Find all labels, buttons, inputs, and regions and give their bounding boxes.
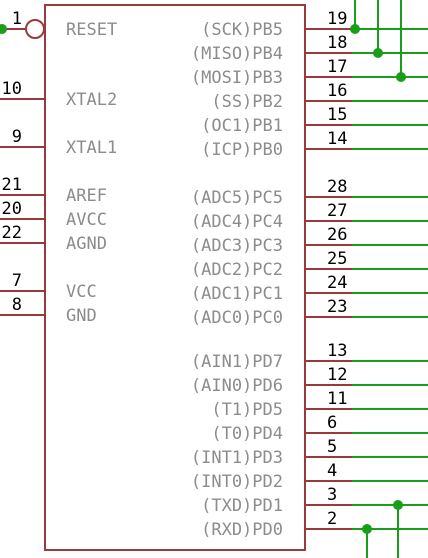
right-pin-sck-pb5-label: (SCK)PB5 bbox=[201, 20, 283, 40]
miso-junction bbox=[373, 48, 383, 58]
right-pin-mosi-pb3-label: (MOSI)PB3 bbox=[191, 68, 283, 88]
mosi-junction bbox=[396, 72, 406, 82]
right-pin-adc4-pc4-label: (ADC4)PC4 bbox=[191, 212, 283, 232]
right-pin-icp-pb0-label: (ICP)PB0 bbox=[201, 140, 283, 160]
right-pin-adc2-pc2-label: (ADC2)PC2 bbox=[191, 260, 283, 280]
right-pin-adc2-pc2-number: 25 bbox=[327, 249, 347, 269]
right-pin-miso-pb4-number: 18 bbox=[327, 33, 347, 53]
left-pin-avcc-label: AVCC bbox=[66, 210, 107, 230]
left-pin-xtal1-label: XTAL1 bbox=[66, 138, 117, 158]
left-pin-vcc-number: 7 bbox=[12, 271, 22, 291]
right-pin-t0-pd4-number: 6 bbox=[327, 413, 337, 433]
left-pin-xtal2-number: 10 bbox=[2, 79, 22, 99]
left-pin-aref-label: AREF bbox=[66, 186, 107, 206]
right-pin-oc1-pb1-number: 15 bbox=[327, 105, 347, 125]
right-pin-adc1-pc1-label: (ADC1)PC1 bbox=[191, 284, 283, 304]
right-pin-mosi-pb3-number: 17 bbox=[327, 57, 347, 77]
sck-junction bbox=[350, 24, 360, 34]
right-pin-ain0-pd6-number: 12 bbox=[327, 365, 347, 385]
right-pin-adc1-pc1-number: 24 bbox=[327, 273, 347, 293]
left-pin-vcc-label: VCC bbox=[66, 282, 97, 302]
right-pin-txd-pd1-label: (TXD)PD1 bbox=[201, 496, 283, 516]
right-pin-int1-pd3-number: 5 bbox=[327, 437, 337, 457]
left-pin-gnd-number: 8 bbox=[12, 295, 22, 315]
right-pin-int0-pd2-number: 4 bbox=[327, 461, 337, 481]
right-pin-t1-pd5-number: 11 bbox=[327, 389, 347, 409]
left-pin-xtal2-label: XTAL2 bbox=[66, 90, 117, 110]
left-pin-reset-inversion-bubble bbox=[26, 20, 44, 38]
right-pin-int1-pd3-label: (INT1)PD3 bbox=[191, 448, 283, 468]
wires-group bbox=[352, 0, 428, 558]
right-pin-t1-pd5-label: (T1)PD5 bbox=[211, 400, 283, 420]
left-pin-xtal1-number: 9 bbox=[12, 127, 22, 147]
left-pin-reset-label: RESET bbox=[66, 20, 117, 40]
right-pin-adc3-pc3-label: (ADC3)PC3 bbox=[191, 236, 283, 256]
right-pin-ain1-pd7-label: (AIN1)PD7 bbox=[191, 352, 283, 372]
right-pin-icp-pb0-number: 14 bbox=[327, 129, 347, 149]
right-pin-txd-pd1-number: 3 bbox=[327, 485, 337, 505]
left-pins-group: 1 RESET 10 XTAL2 9 XTAL1 21 AREF 20 AVCC 22 AGND 7 VC… bbox=[0, 9, 117, 326]
right-pin-t0-pd4-label: (T0)PD4 bbox=[211, 424, 283, 444]
right-pin-int0-pd2-label: (INT0)PD2 bbox=[191, 472, 283, 492]
right-pin-miso-pb4-label: (MISO)PB4 bbox=[191, 44, 283, 64]
right-pin-adc5-pc5-label: (ADC5)PC5 bbox=[191, 188, 283, 208]
right-pin-sck-pb5-number: 19 bbox=[327, 9, 347, 29]
txd-junction bbox=[393, 500, 403, 510]
right-pin-ss-pb2-number: 16 bbox=[327, 81, 347, 101]
reset-junction bbox=[0, 24, 7, 34]
right-pins-group: 19 (SCK)PB5 18 (MISO)PB4 17 (MOSI)PB3 16 (SS)PB… bbox=[191, 9, 352, 540]
right-pin-adc0-pc0-number: 23 bbox=[327, 297, 347, 317]
right-pin-adc3-pc3-number: 26 bbox=[327, 225, 347, 245]
left-pin-reset-number: 1 bbox=[12, 9, 22, 29]
right-pin-rxd-pd0-number: 2 bbox=[327, 509, 337, 529]
right-pin-adc4-pc4-number: 27 bbox=[327, 201, 347, 221]
right-pin-ain1-pd7-number: 13 bbox=[327, 341, 347, 361]
right-pin-rxd-pd0-label: (RXD)PD0 bbox=[201, 520, 283, 540]
right-pin-adc0-pc0-label: (ADC0)PC0 bbox=[191, 308, 283, 328]
left-pin-aref-number: 21 bbox=[2, 175, 22, 195]
right-pin-ss-pb2-label: (SS)PB2 bbox=[211, 92, 283, 112]
left-pin-gnd-label: GND bbox=[66, 306, 97, 326]
left-pin-agnd-label: AGND bbox=[66, 234, 107, 254]
left-pin-agnd-number: 22 bbox=[2, 223, 22, 243]
right-pin-adc5-pc5-number: 28 bbox=[327, 177, 347, 197]
rxd-junction bbox=[362, 524, 372, 534]
left-pin-avcc-number: 20 bbox=[2, 199, 22, 219]
right-pin-oc1-pb1-label: (OC1)PB1 bbox=[201, 116, 283, 136]
right-pin-ain0-pd6-label: (AIN0)PD6 bbox=[191, 376, 283, 396]
